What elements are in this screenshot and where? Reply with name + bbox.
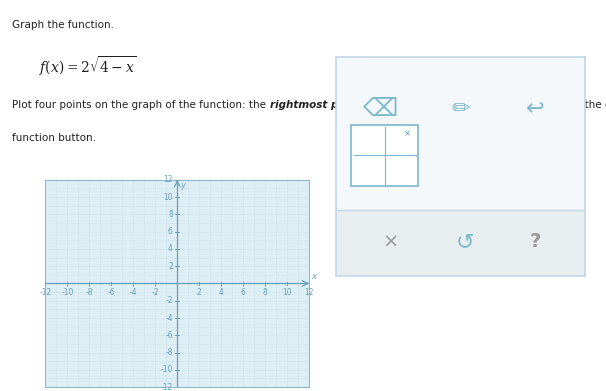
Text: 6: 6 (168, 227, 173, 236)
Bar (336, 210, 585, 276)
Text: $f(x) = 2\sqrt{4-x}$: $f(x) = 2\sqrt{4-x}$ (39, 54, 136, 78)
FancyBboxPatch shape (351, 125, 418, 186)
Text: ?: ? (530, 232, 541, 251)
Text: -4: -4 (165, 314, 173, 323)
Text: 12: 12 (164, 175, 173, 185)
Text: -2: -2 (152, 288, 159, 297)
Text: ⌫: ⌫ (364, 97, 399, 121)
Text: -10: -10 (161, 365, 173, 374)
Text: ×: × (404, 129, 411, 138)
Text: 8: 8 (263, 288, 267, 297)
Text: 10: 10 (282, 288, 292, 297)
Text: Graph the function.: Graph the function. (12, 20, 114, 30)
Text: -4: -4 (130, 288, 137, 297)
Text: and three additional points. Then click on the graph-a-: and three additional points. Then click … (361, 100, 606, 110)
Text: ↺: ↺ (456, 232, 475, 252)
Text: -6: -6 (165, 331, 173, 340)
Text: -12: -12 (161, 382, 173, 391)
Text: ↩: ↩ (526, 99, 544, 119)
Text: -8: -8 (85, 288, 93, 297)
Text: 4: 4 (219, 288, 224, 297)
Text: 8: 8 (168, 210, 173, 219)
Text: function button.: function button. (12, 133, 96, 143)
Text: Plot four points on the graph of the function: the: Plot four points on the graph of the fun… (12, 100, 269, 110)
Text: -6: -6 (107, 288, 115, 297)
Text: 10: 10 (163, 193, 173, 202)
Text: 2: 2 (168, 262, 173, 271)
Text: y: y (181, 181, 185, 190)
Text: 4: 4 (168, 244, 173, 253)
Text: ×: × (383, 232, 399, 251)
Text: -8: -8 (165, 348, 173, 357)
Text: -10: -10 (61, 288, 73, 297)
Text: 12: 12 (304, 288, 314, 297)
Text: ✏: ✏ (451, 99, 470, 119)
Text: 6: 6 (241, 288, 245, 297)
Text: -2: -2 (165, 296, 173, 305)
Text: -12: -12 (39, 288, 52, 297)
Text: rightmost point: rightmost point (270, 100, 362, 110)
Text: x: x (311, 272, 316, 281)
Text: 2: 2 (197, 288, 202, 297)
